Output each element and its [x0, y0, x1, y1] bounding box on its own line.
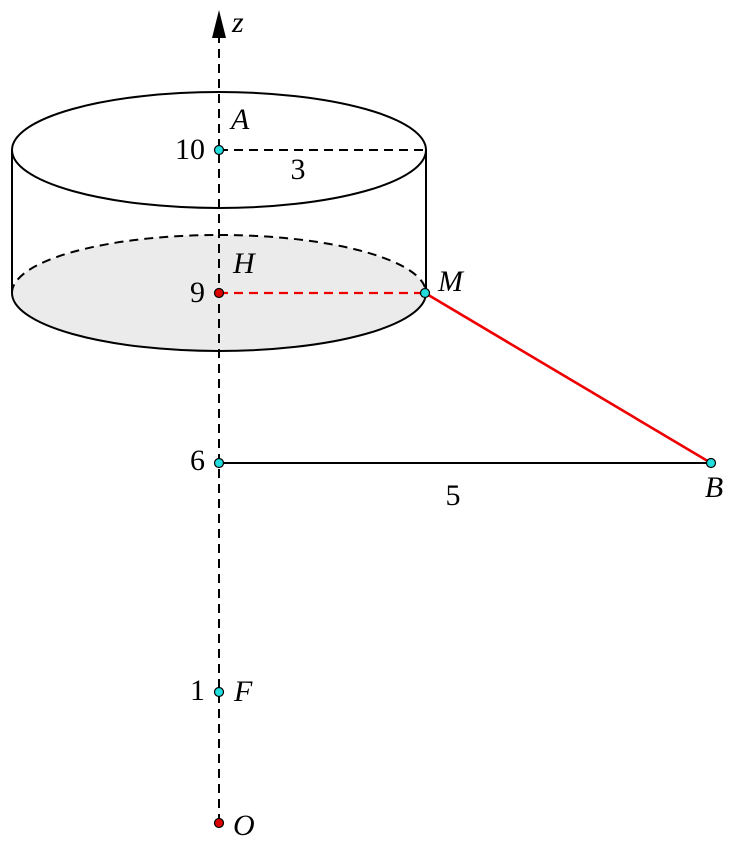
- point: [213, 817, 225, 829]
- point-label: B: [705, 471, 723, 504]
- length-label: 5: [446, 479, 461, 512]
- point: [213, 287, 225, 299]
- height-label: 10: [175, 133, 205, 166]
- segment-mb: [424, 291, 712, 465]
- base-back-edge: [11, 234, 427, 294]
- point-label: A: [229, 103, 250, 136]
- point: [705, 457, 717, 469]
- axis-arrow: [212, 10, 226, 38]
- length-label: 3: [291, 153, 306, 186]
- point-label: F: [233, 675, 253, 708]
- height-label: 1: [190, 674, 205, 707]
- point-label: M: [437, 265, 465, 298]
- point-label: H: [232, 247, 257, 280]
- height-label: 6: [190, 444, 205, 477]
- height-label: 9: [190, 276, 205, 309]
- point: [213, 144, 225, 156]
- point: [213, 686, 225, 698]
- axis-label: z: [231, 6, 244, 39]
- point-label: O: [233, 809, 255, 842]
- point: [419, 287, 431, 299]
- point: [213, 457, 225, 469]
